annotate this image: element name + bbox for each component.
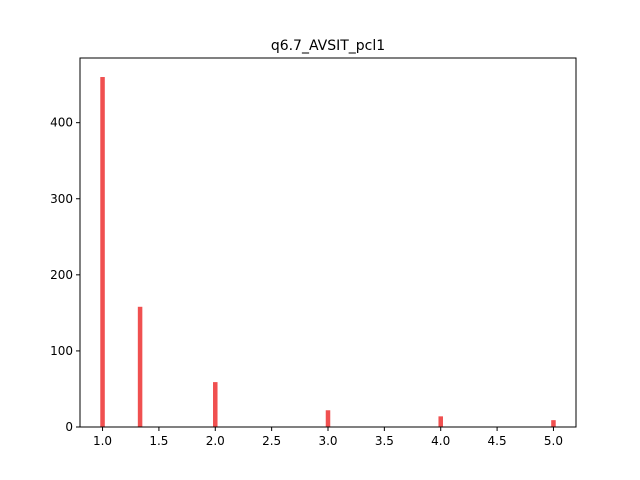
x-tick-label-3: 2.5 bbox=[262, 434, 281, 448]
x-tick-label-2: 2.0 bbox=[206, 434, 225, 448]
y-tick-label-3: 300 bbox=[50, 192, 73, 206]
y-tick-label-4: 400 bbox=[50, 116, 73, 130]
x-tick-label-7: 4.5 bbox=[488, 434, 507, 448]
bar-4 bbox=[438, 416, 443, 427]
bar-5 bbox=[551, 420, 556, 427]
x-axis: 1.0 1.5 2.0 2.5 3.0 3.5 4.0 4.5 5.0 bbox=[93, 427, 563, 448]
bar-3 bbox=[325, 410, 331, 427]
y-tick-label-1: 100 bbox=[50, 344, 73, 358]
chart-title: q6.7_AVSIT_pcl1 bbox=[271, 38, 385, 54]
y-tick-label-0: 0 bbox=[65, 420, 73, 434]
x-tick-label-6: 4.0 bbox=[431, 434, 450, 448]
x-tick-label-5: 3.5 bbox=[375, 434, 394, 448]
y-axis: 0 100 200 300 400 bbox=[50, 116, 80, 434]
bar-1 bbox=[137, 306, 143, 427]
bar-0 bbox=[100, 77, 105, 427]
bar-2 bbox=[213, 382, 218, 427]
x-tick-label-1: 1.5 bbox=[149, 434, 168, 448]
bars-group bbox=[100, 77, 556, 427]
plot-frame bbox=[79, 57, 577, 428]
x-tick-label-8: 5.0 bbox=[544, 434, 563, 448]
x-tick-label-0: 1.0 bbox=[93, 434, 112, 448]
x-tick-label-4: 3.0 bbox=[318, 434, 337, 448]
y-tick-label-2: 200 bbox=[50, 268, 73, 282]
